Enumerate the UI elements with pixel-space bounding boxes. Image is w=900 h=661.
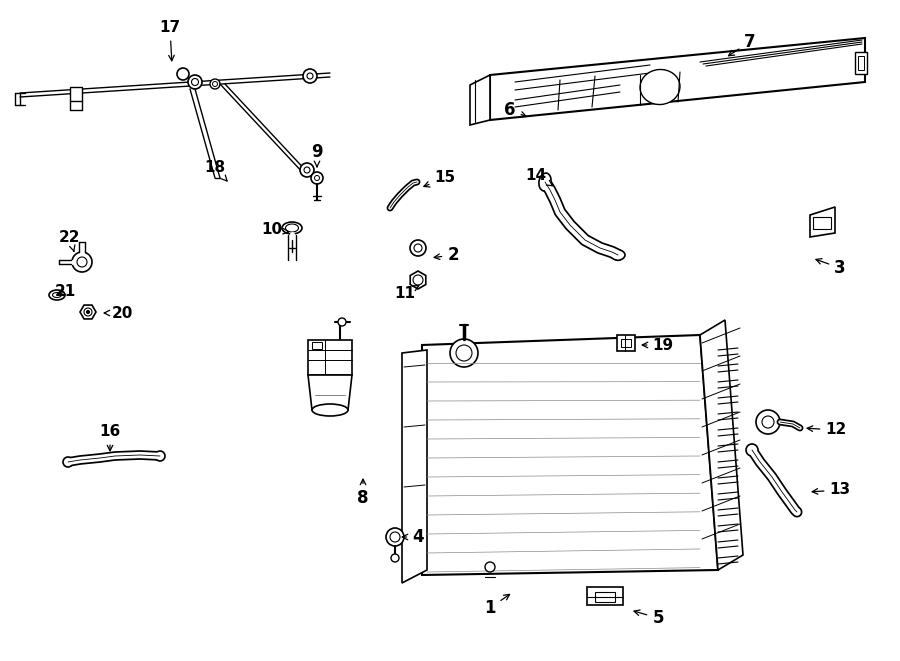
Polygon shape: [700, 320, 743, 570]
Text: 10: 10: [261, 223, 289, 237]
Polygon shape: [470, 75, 490, 125]
Circle shape: [84, 308, 92, 316]
Bar: [595, 592, 615, 602]
Circle shape: [314, 176, 319, 180]
Circle shape: [304, 167, 310, 173]
Text: 15: 15: [424, 171, 455, 187]
Circle shape: [86, 311, 89, 313]
Circle shape: [63, 457, 73, 467]
Bar: [617, 335, 635, 351]
Text: 16: 16: [99, 424, 121, 451]
Text: 11: 11: [394, 286, 418, 301]
Text: 13: 13: [812, 483, 850, 498]
Circle shape: [386, 528, 404, 546]
Text: 14: 14: [526, 167, 553, 186]
Circle shape: [413, 275, 423, 285]
Circle shape: [456, 345, 472, 361]
Circle shape: [212, 81, 218, 87]
Circle shape: [485, 562, 495, 572]
Circle shape: [210, 79, 220, 89]
Circle shape: [410, 240, 426, 256]
Bar: [70, 87, 82, 101]
Circle shape: [390, 532, 400, 542]
Ellipse shape: [611, 250, 625, 260]
Ellipse shape: [312, 404, 348, 416]
Text: 19: 19: [643, 338, 673, 352]
Bar: [813, 217, 831, 229]
Circle shape: [77, 257, 87, 267]
Circle shape: [391, 554, 399, 562]
Polygon shape: [80, 305, 96, 319]
Circle shape: [756, 410, 780, 434]
Polygon shape: [422, 335, 718, 575]
Polygon shape: [402, 350, 427, 583]
Circle shape: [338, 318, 346, 326]
Circle shape: [311, 172, 323, 184]
Polygon shape: [587, 587, 623, 605]
Polygon shape: [810, 207, 835, 237]
Bar: [312, 342, 322, 349]
Ellipse shape: [282, 222, 302, 234]
Circle shape: [188, 75, 202, 89]
Polygon shape: [490, 38, 865, 120]
Ellipse shape: [539, 173, 551, 191]
Text: 4: 4: [402, 528, 424, 546]
Polygon shape: [410, 271, 426, 289]
Text: 6: 6: [504, 101, 526, 119]
Circle shape: [307, 73, 313, 79]
Text: 9: 9: [311, 143, 323, 167]
Circle shape: [762, 416, 774, 428]
Ellipse shape: [52, 293, 61, 297]
Ellipse shape: [285, 224, 299, 232]
Text: 2: 2: [434, 246, 459, 264]
Text: 18: 18: [204, 161, 227, 181]
Text: 7: 7: [728, 33, 756, 56]
Bar: [858, 56, 864, 70]
Bar: [621, 339, 631, 347]
Text: 12: 12: [807, 422, 847, 438]
Ellipse shape: [49, 290, 65, 300]
Ellipse shape: [640, 69, 680, 104]
Circle shape: [746, 444, 758, 456]
Polygon shape: [308, 340, 352, 375]
Text: 21: 21: [54, 284, 76, 299]
Circle shape: [450, 339, 478, 367]
Circle shape: [155, 451, 165, 461]
Circle shape: [414, 244, 422, 252]
Text: 22: 22: [59, 231, 81, 251]
Text: 3: 3: [816, 258, 846, 277]
Circle shape: [177, 68, 189, 80]
Text: 1: 1: [484, 594, 509, 617]
Circle shape: [300, 163, 314, 177]
Circle shape: [192, 79, 199, 85]
Text: 8: 8: [357, 479, 369, 507]
Text: 5: 5: [634, 609, 664, 627]
Text: 17: 17: [159, 20, 181, 61]
Circle shape: [72, 252, 92, 272]
Bar: [855, 52, 867, 74]
Polygon shape: [308, 375, 352, 410]
Text: 20: 20: [104, 305, 132, 321]
Circle shape: [303, 69, 317, 83]
